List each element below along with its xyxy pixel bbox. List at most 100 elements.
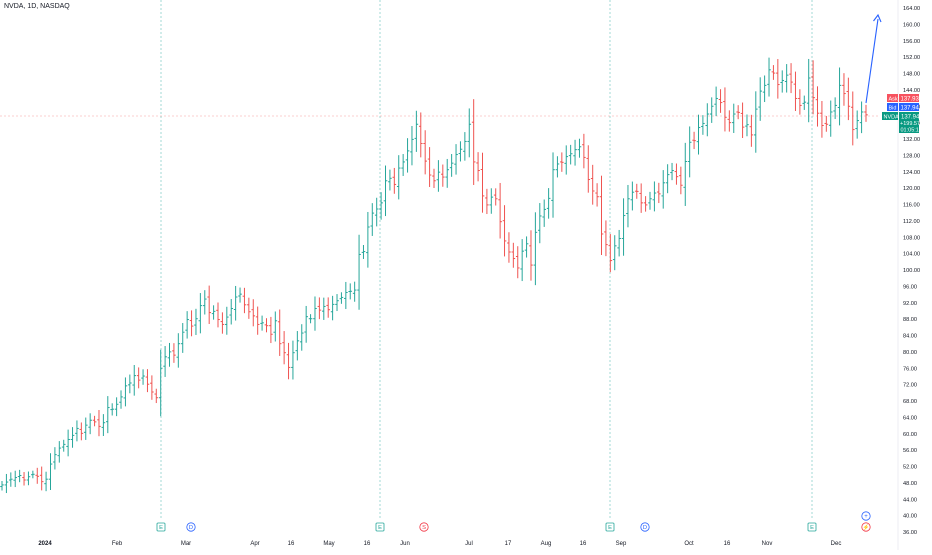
ohlc-bar bbox=[70, 427, 75, 448]
y-tick-label: 60.00 bbox=[903, 432, 917, 438]
ohlc-bar bbox=[374, 197, 379, 227]
trend-arrow[interactable] bbox=[865, 13, 882, 104]
event-label: E bbox=[159, 525, 163, 531]
ohlc-bar bbox=[344, 281, 348, 310]
ohlc-bar bbox=[392, 167, 397, 194]
ohlc-bar bbox=[771, 65, 776, 80]
ohlc-bar bbox=[101, 414, 106, 436]
ohlc-bar bbox=[586, 145, 591, 193]
ohlc-bar bbox=[507, 232, 511, 263]
ohlc-bar bbox=[335, 294, 339, 312]
ohlc-bar bbox=[573, 139, 577, 166]
ohlc-bar bbox=[13, 470, 18, 488]
ohlc-bar bbox=[502, 205, 507, 257]
ohlc-bar bbox=[225, 306, 229, 335]
ohlc-bar bbox=[317, 297, 322, 320]
y-tick-label: 36.00 bbox=[903, 530, 917, 536]
ohlc-bar bbox=[383, 165, 388, 217]
ohlc-bar bbox=[687, 126, 692, 178]
ohlc-bar bbox=[158, 349, 163, 417]
x-tick-label: Aug bbox=[541, 541, 552, 547]
earnings-marker[interactable]: E bbox=[156, 522, 166, 532]
ohlc-bar bbox=[370, 203, 375, 236]
earnings-marker[interactable]: E bbox=[375, 522, 385, 532]
ohlc-bar bbox=[0, 480, 4, 491]
x-tick-label: Nov bbox=[762, 541, 773, 547]
ohlc-bar bbox=[701, 115, 705, 135]
ohlc-bar bbox=[119, 390, 123, 409]
split-marker[interactable]: S bbox=[419, 522, 429, 532]
ohlc-bar bbox=[740, 102, 745, 139]
y-tick-label: 128.00 bbox=[903, 153, 920, 159]
ohlc-bar bbox=[26, 471, 31, 486]
ohlc-bar bbox=[445, 158, 450, 188]
ohlc-bar bbox=[388, 169, 392, 191]
svg-text:01:05:15: 01:05:15 bbox=[901, 127, 922, 133]
ohlc-bar bbox=[846, 77, 851, 121]
chart-title: NVDA, 1D, NASDAQ bbox=[4, 3, 70, 10]
ohlc-bar bbox=[198, 293, 203, 334]
ohlc-bar bbox=[176, 333, 181, 368]
ohlc-bar bbox=[511, 242, 516, 268]
ohlc-bar bbox=[670, 162, 674, 181]
ohlc-bar bbox=[35, 467, 40, 484]
x-tick-label: Feb bbox=[112, 541, 123, 547]
y-tick-label: 88.00 bbox=[903, 317, 917, 323]
ohlc-bar bbox=[520, 239, 524, 282]
ohlc-bar bbox=[163, 346, 167, 377]
ohlc-bar bbox=[4, 473, 9, 494]
ohlc-bar bbox=[811, 60, 815, 115]
ohlc-bar bbox=[9, 472, 13, 487]
x-tick-label: 2024 bbox=[38, 541, 52, 547]
x-tick-label: Sep bbox=[616, 541, 627, 547]
ohlc-bar bbox=[859, 101, 864, 134]
ohlc-bar bbox=[705, 103, 710, 137]
ohlc-bar bbox=[590, 164, 595, 205]
ohlc-bar bbox=[480, 152, 485, 213]
ohlc-bar bbox=[595, 183, 599, 207]
ohlc-bar bbox=[330, 295, 335, 321]
earnings-marker[interactable]: E bbox=[807, 522, 817, 532]
ohlc-bar bbox=[194, 308, 198, 335]
dividend-marker[interactable]: D bbox=[640, 522, 650, 532]
ohlc-bar bbox=[379, 192, 383, 220]
y-tick-label: 124.00 bbox=[903, 170, 920, 176]
ohlc-bar bbox=[304, 305, 308, 343]
ohlc-bar bbox=[427, 147, 432, 187]
svg-text:Bid: Bid bbox=[889, 105, 897, 111]
ohlc-bar bbox=[185, 311, 189, 339]
bid-badge: Bid 137.94 bbox=[887, 103, 920, 111]
ask-badge: Ask 137.93 bbox=[887, 94, 920, 102]
ohlc-bar bbox=[53, 447, 57, 470]
x-tick-label: 16 bbox=[724, 541, 731, 547]
event-label: D bbox=[643, 525, 647, 531]
ohlc-bar bbox=[295, 331, 300, 361]
dividend-marker[interactable]: D bbox=[186, 522, 196, 532]
ohlc-bar bbox=[141, 369, 145, 385]
ohlc-bar bbox=[405, 138, 410, 173]
flash-icon[interactable]: ⚡ bbox=[861, 522, 871, 532]
x-tick-label: Mar bbox=[181, 541, 191, 547]
event-label: E bbox=[810, 525, 814, 531]
ohlc-bar bbox=[718, 89, 723, 113]
ohlc-bar bbox=[709, 97, 714, 123]
svg-text:⚡: ⚡ bbox=[863, 524, 870, 531]
ohlc-bar bbox=[793, 71, 798, 112]
y-tick-label: 104.00 bbox=[903, 252, 920, 258]
ohlc-bar bbox=[247, 297, 251, 319]
ohlc-bar bbox=[564, 145, 569, 175]
svg-text:Ask: Ask bbox=[889, 96, 898, 102]
ohlc-bar bbox=[599, 175, 604, 256]
plus-icon[interactable]: + bbox=[861, 511, 871, 521]
last-price-badge: NVDA 137.94 +199.57% 01:05:15 bbox=[882, 112, 925, 133]
ohlc-bar bbox=[736, 105, 740, 120]
ohlc-bar bbox=[529, 230, 533, 281]
earnings-marker[interactable]: E bbox=[605, 522, 615, 532]
y-tick-label: 116.00 bbox=[903, 203, 920, 209]
event-label: E bbox=[608, 525, 612, 531]
ohlc-bar bbox=[154, 388, 159, 404]
ohlc-bar bbox=[489, 188, 494, 214]
ohlc-bar bbox=[418, 112, 423, 158]
